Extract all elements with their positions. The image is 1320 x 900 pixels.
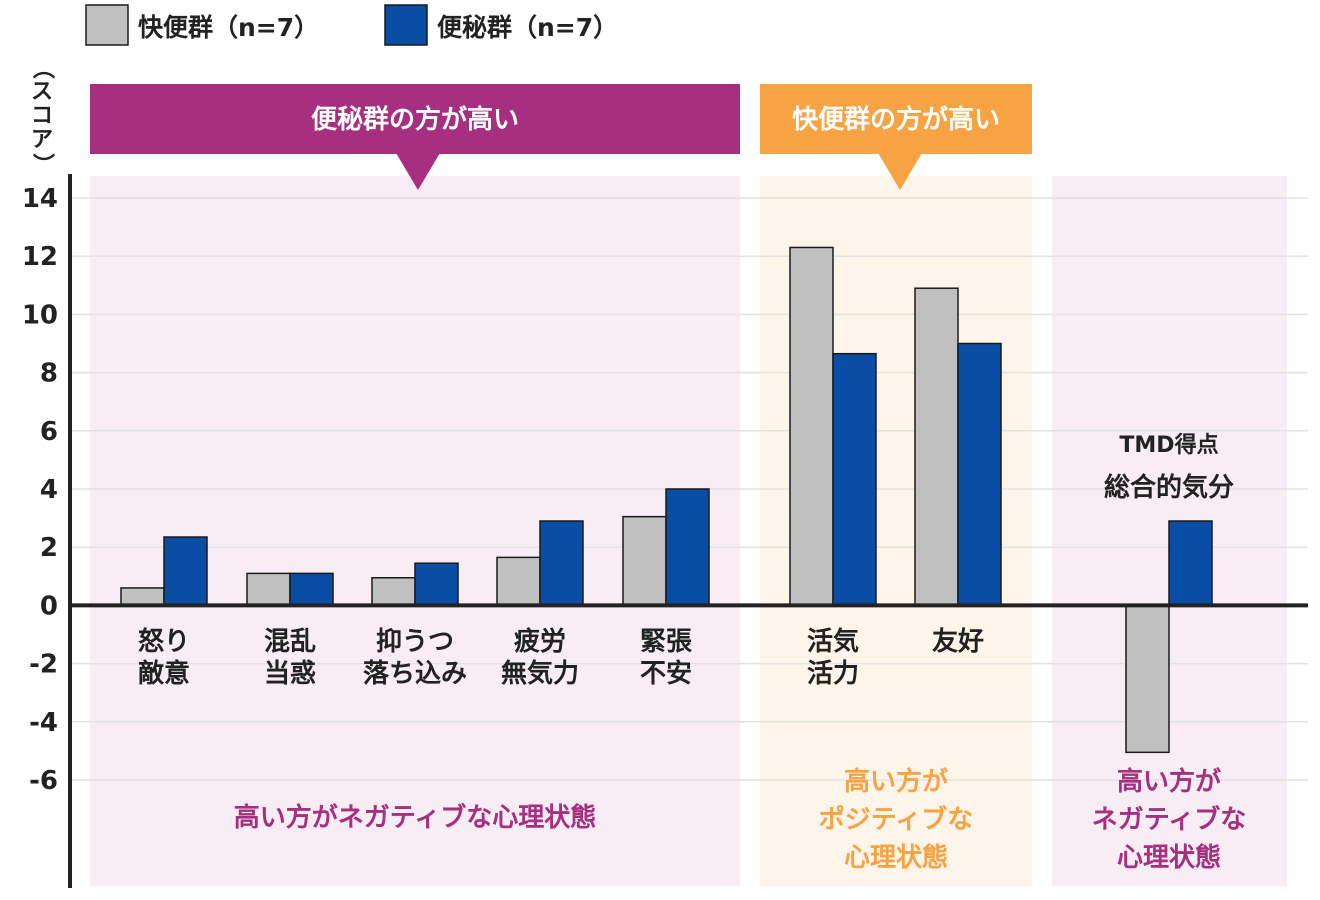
panel-note-3: 高い方が: [1117, 766, 1221, 797]
banner-text-1: 便秘群の方が高い: [311, 104, 519, 135]
legend-swatch-1: [85, 4, 129, 46]
y-tick-label: 4: [40, 475, 58, 505]
category-label: 緊張: [640, 627, 692, 657]
bar-benpi-3: [414, 562, 459, 607]
legend: 快便群（n=7） 便秘群（n=7）: [85, 4, 618, 46]
bar-kaiben-4: [496, 556, 541, 607]
y-axis-unit-char: コ: [31, 104, 53, 129]
panel-notes: 高い方がネガティブな心理状態高い方がポジティブな心理状態高い方がネガティブな心理…: [234, 766, 1246, 873]
banner-1: [90, 84, 740, 154]
axes: [68, 174, 1308, 888]
bar-benpi-6: [832, 352, 877, 607]
category-label: TMD得点: [1119, 432, 1218, 458]
panel-note-1: 高い方がネガティブな心理状態: [234, 802, 596, 833]
category-label: 当惑: [264, 659, 316, 689]
panel-note-3: ネガティブな: [1092, 804, 1246, 835]
y-axis-unit-char: ス: [31, 80, 53, 105]
category-label: 友好: [932, 627, 984, 657]
banner-pointer-2: [878, 153, 922, 190]
bar-benpi-1: [163, 536, 208, 607]
bar-kaiben-6: [789, 246, 834, 607]
bar-benpi-7: [957, 342, 1002, 607]
bar-kaiben-2: [246, 572, 291, 607]
category-label: 混乱: [264, 627, 316, 657]
bar-benpi-5: [665, 488, 710, 607]
banner-2: [760, 84, 1032, 154]
y-tick-label: -6: [29, 766, 58, 796]
bar-kaiben-3: [371, 577, 416, 607]
legend-label-2: 便秘群（n=7）: [437, 13, 618, 42]
panel-note-2: 高い方が: [844, 766, 948, 797]
banner-pointer-1: [396, 153, 440, 190]
category-label: 無気力: [501, 658, 579, 689]
gridlines: [70, 197, 1308, 781]
y-tick-label: -4: [29, 708, 58, 738]
legend-swatch-2: [384, 4, 428, 46]
bar-benpi-4: [539, 520, 584, 607]
y-axis-unit-char: ）: [30, 153, 55, 175]
y-tick-label: 0: [40, 591, 58, 621]
bar-kaiben-7: [914, 287, 959, 607]
bar-kaiben-1: [120, 587, 165, 607]
category-label: 総合的気分: [1104, 472, 1234, 503]
panel-note-2: ポジティブな: [819, 804, 973, 835]
bar-kaiben-8: [1125, 604, 1170, 754]
y-tick-label: 10: [22, 300, 58, 330]
bar-benpi-2: [289, 572, 334, 607]
bars: [120, 246, 1213, 754]
category-label: 活力: [807, 659, 859, 689]
banners: 便秘群の方が高い 快便群の方が高い: [90, 84, 1032, 190]
y-axis-unit-char: ア: [31, 128, 53, 153]
category-label: 抑うつ: [376, 627, 454, 657]
legend-label-1: 快便群（n=7）: [138, 13, 319, 42]
y-tick-label: 12: [22, 242, 58, 272]
bar-kaiben-5: [622, 515, 667, 607]
y-tick-label: 2: [40, 533, 58, 563]
y-tick-label: 14: [22, 184, 58, 214]
category-label: 疲労: [514, 626, 566, 657]
panel-note-3: 心理状態: [1117, 842, 1221, 873]
y-axis-unit: （スコア）: [30, 57, 55, 175]
y-tick-label: -2: [29, 650, 58, 680]
bar-benpi-8: [1168, 520, 1213, 607]
category-label: 落ち込み: [363, 659, 467, 689]
y-tick-label: 6: [40, 417, 58, 447]
category-label: 敵意: [138, 658, 190, 689]
y-tick-label: 8: [40, 359, 58, 389]
y-tick-labels: 14 12 10 8 6 4 2 0 -2 -4 -6: [22, 184, 58, 796]
panel-note-2: 心理状態: [844, 842, 948, 873]
banner-text-2: 快便群の方が高い: [792, 104, 1000, 135]
category-label: 不安: [640, 659, 692, 689]
category-label: 活気: [807, 626, 859, 657]
category-label: 怒り: [138, 627, 190, 657]
y-axis-unit-char: （: [30, 57, 55, 79]
